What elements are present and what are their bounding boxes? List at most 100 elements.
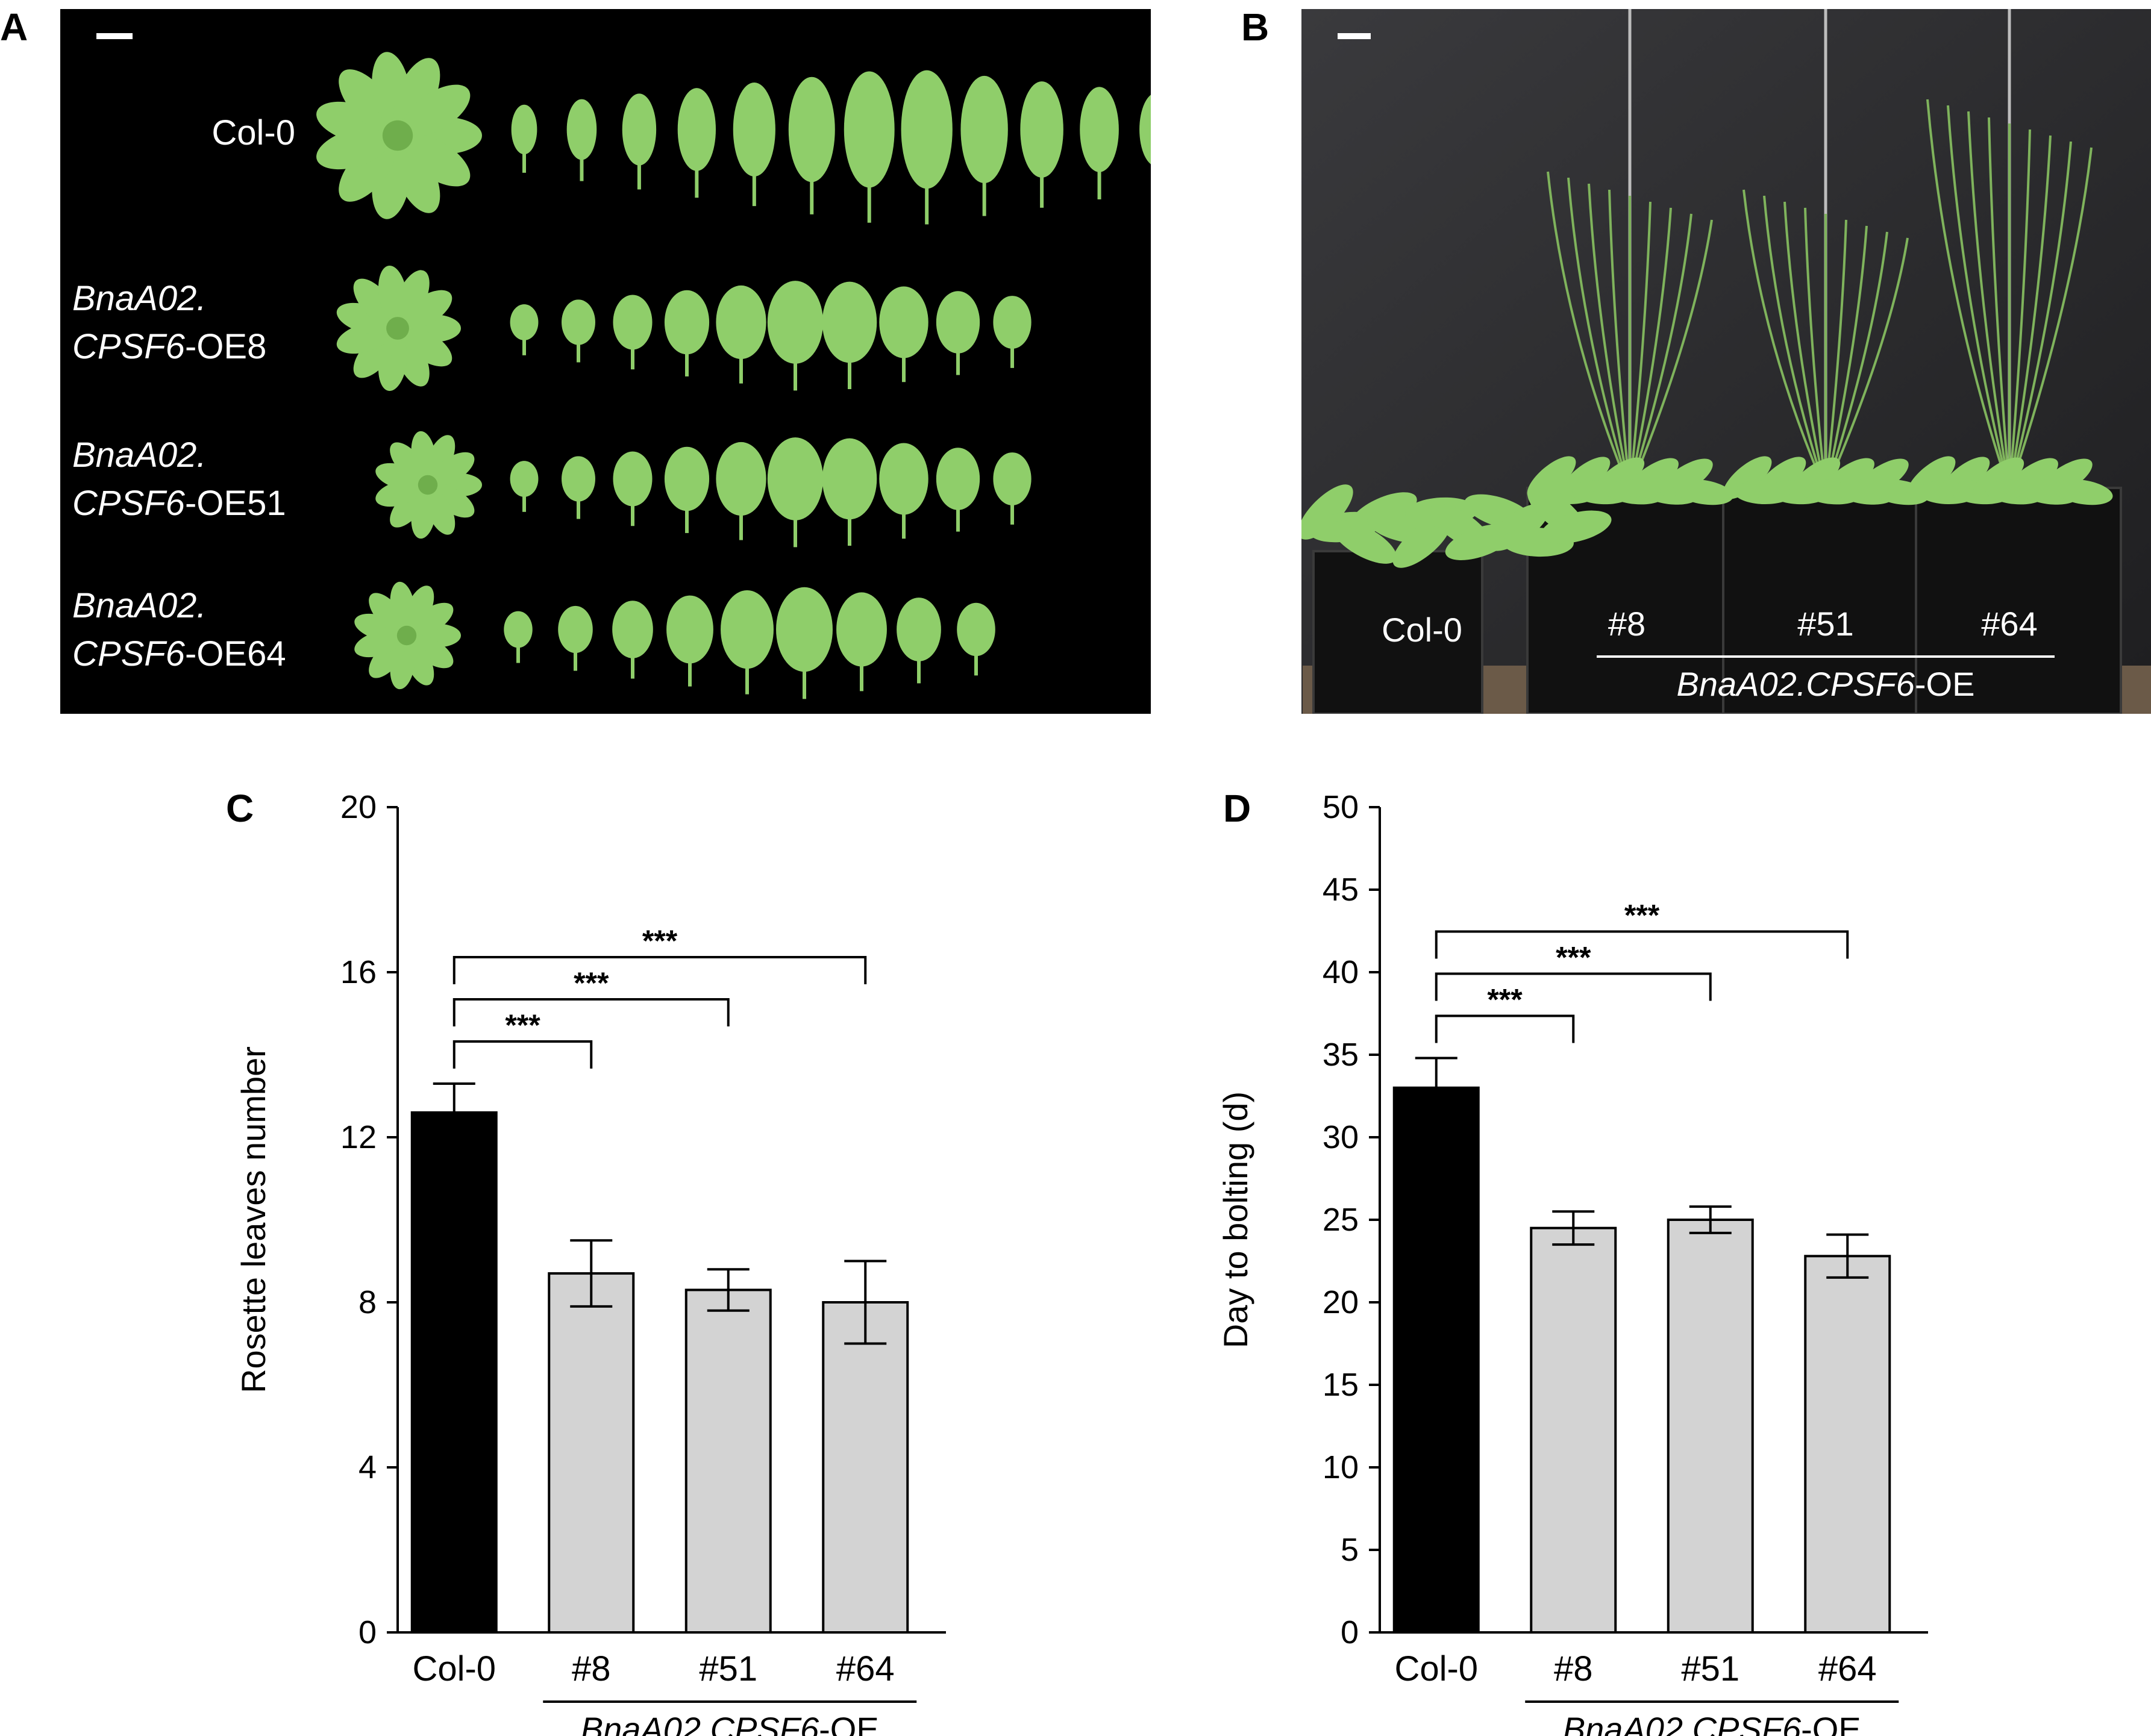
chart-rosette-leaves: 0 4 8 12 16 20 Rosette leaves number Col-0 #8 #51… [234,789,946,1736]
pot-label-64: #64 [1981,605,2037,643]
c-bar-3 [822,1301,909,1634]
row-label-3: BnaA02. [72,586,207,625]
c-sig-label-2: *** [642,924,678,958]
leaf-3-0 [504,611,533,648]
bolting-plant-1 [1723,9,1929,505]
c-sig-bracket-0 [452,1040,593,1069]
panel-letter-a: A [0,5,28,49]
leaf-0-0 [511,104,537,155]
photo-panel-b: Col-0 #8 #51 #64 BnaA02.CPSF6-OE [1301,9,2151,714]
row-label-1-line2: CPSF6-OE8 [72,327,266,366]
rosette-1 [336,265,461,392]
d-ytick-label-4: 20 [1323,1284,1359,1320]
chart-day-to-bolting: 0 5 10 15 20 25 30 35 40 45 50 Day to bolting (d) Co… [1216,789,1928,1736]
d-bar-1 [1530,1226,1617,1634]
leaf-2-3 [664,446,710,511]
d-ytick-label-3: 15 [1323,1367,1359,1403]
c-group-label: BnaA02.CPSF6-OE [581,1710,879,1736]
leaf-0-10 [1080,87,1119,172]
c-ytick-label-4: 16 [340,954,377,990]
scale-bar-b [1338,33,1371,39]
leaf-2-2 [613,451,653,507]
leaf-0-5 [788,76,835,183]
c-xtick-label-0: Col-0 [412,1649,496,1688]
pot-label-51: #51 [1797,605,1853,643]
pot-3 [1915,487,2122,714]
leaf-1-8 [936,291,980,354]
c-ytick-label-0: 0 [358,1614,377,1650]
leaf-2-1 [562,456,595,502]
c-bar-2 [684,1288,772,1634]
leaf-0-3 [677,88,716,171]
c-xtick-label-2: #51 [699,1649,757,1688]
leaf-1-1 [562,299,595,345]
col0-plant [1301,484,1612,568]
c-ytick-label-1: 4 [358,1449,377,1485]
leaf-2-5 [767,437,824,520]
c-xtick-label-1: #8 [572,1649,611,1688]
row-label-3-line2: CPSF6-OE64 [72,634,286,673]
leaf-3-8 [957,602,995,657]
d-sig-label-2: *** [1624,898,1660,932]
d-sig-bracket-0 [1435,1014,1575,1043]
leaf-2-6 [822,438,877,520]
leaf-3-2 [612,601,653,658]
pot-label-8: #8 [1608,605,1645,643]
d-ytick-label-6: 30 [1323,1119,1359,1155]
leaf-1-4 [716,285,766,360]
leaf-0-1 [566,99,597,160]
rosette-3 [354,581,461,690]
leaf-0-4 [733,82,775,177]
d-bar-3 [1804,1255,1891,1634]
pot-0 [1312,550,1483,714]
d-ylabel: Day to bolting (d) [1216,1091,1254,1348]
d-xtick-label-1: #8 [1554,1649,1593,1688]
d-bar-0 [1392,1086,1480,1634]
leaf-2-9 [993,452,1032,505]
leaf-3-1 [558,605,593,654]
leaf-0-11 [1139,95,1151,164]
panel-letter-c: C [226,787,254,830]
d-ytick-label-10: 50 [1323,789,1359,825]
d-xtick-label-2: #51 [1681,1649,1739,1688]
c-sig-bracket-2 [452,955,867,984]
leaf-3-7 [897,598,941,661]
c-bar-0 [410,1111,498,1634]
leaf-0-8 [960,75,1008,184]
leaf-1-6 [822,281,877,363]
d-ytick-label-2: 10 [1323,1449,1359,1485]
d-ytick-label-8: 40 [1323,954,1359,990]
c-xtick-label-3: #64 [836,1649,895,1688]
photo-panel-a: Col-0 BnaA02. CPSF6-OE8 BnaA02. CPSF6-OE51 Bn… [60,9,1151,714]
leaf-3-4 [721,590,774,669]
bolting-plant-2 [1906,9,2113,505]
d-group-label: BnaA02.CPSF6-OE [1563,1710,1861,1736]
c-bar-1 [548,1272,635,1634]
d-sig-label-0: *** [1487,982,1523,1016]
c-sig-label-0: *** [505,1008,540,1042]
c-ytick-label-2: 8 [358,1284,377,1320]
row-label-2: BnaA02. [72,436,207,475]
leaf-1-5 [767,281,824,364]
d-sig-bracket-2 [1435,930,1849,959]
leaf-2-0 [510,461,539,497]
row-label-2-line2: CPSF6-OE51 [72,484,286,523]
scale-bar-a [96,33,133,39]
d-ytick-label-9: 45 [1323,872,1359,908]
panel-letter-b: B [1241,5,1270,49]
c-sig-bracket-1 [452,998,730,1026]
leaf-2-4 [716,442,766,516]
leaf-1-0 [510,304,539,340]
d-xtick-label-0: Col-0 [1394,1649,1478,1688]
leaf-1-2 [613,295,653,350]
leaf-0-2 [622,93,657,166]
leaf-3-6 [836,592,887,667]
c-ytick-label-3: 12 [340,1119,377,1155]
leaf-0-7 [901,70,953,189]
d-sig-bracket-1 [1435,972,1712,1001]
rosette-2 [375,431,482,539]
d-ytick-label-0: 0 [1341,1614,1359,1650]
leaf-0-9 [1020,81,1063,178]
row-label-0: Col-0 [211,113,295,152]
panel-letter-d: D [1223,787,1251,830]
